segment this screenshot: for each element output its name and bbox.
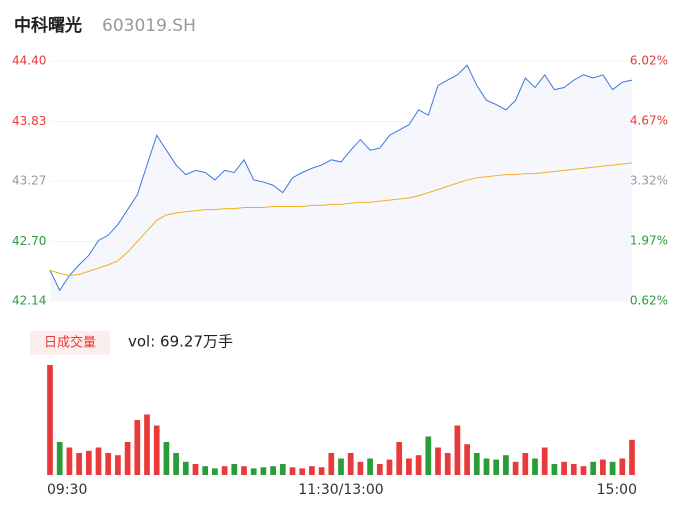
volume-bar: [464, 444, 470, 475]
volume-bar: [425, 436, 432, 475]
volume-bar: [600, 459, 606, 475]
y-tick-label: 42.14: [12, 294, 46, 308]
x-tick-label: 09:30: [47, 482, 87, 498]
volume-bar: [85, 450, 92, 475]
volume-bar: [144, 414, 150, 475]
volume-bar: [357, 461, 364, 475]
y-tick-label: 44.40: [12, 54, 46, 68]
volume-bar: [250, 468, 257, 475]
y2-tick-label: 3.32%: [630, 174, 668, 188]
volume-bar: [124, 442, 131, 475]
volume-bar: [163, 442, 170, 475]
volume-bar: [105, 453, 112, 475]
volume-bar: [541, 447, 548, 475]
y-tick-label: 42.70: [12, 234, 46, 248]
volume-bar: [212, 468, 218, 475]
volume-bar: [367, 458, 373, 475]
volume-text: vol: 69.27万手: [128, 333, 233, 351]
volume-bar: [503, 455, 509, 475]
y2-tick-label: 6.02%: [630, 54, 668, 68]
volume-bar: [561, 461, 567, 475]
volume-bar: [512, 461, 519, 475]
volume-bar: [173, 453, 179, 475]
volume-bar: [318, 467, 325, 475]
volume-bar: [241, 466, 247, 475]
volume-bar: [231, 464, 238, 475]
volume-bar: [532, 458, 538, 475]
volume-bar: [56, 442, 63, 475]
volume-label: 日成交量: [44, 335, 96, 351]
volume-bar: [619, 458, 626, 475]
volume-bar: [609, 461, 616, 475]
volume-bar: [328, 453, 335, 475]
volume-bar: [134, 420, 141, 475]
y-tick-label: 43.27: [12, 174, 46, 188]
volume-bar: [66, 447, 73, 475]
volume-bar: [115, 455, 121, 475]
y2-tick-label: 4.67%: [630, 114, 668, 128]
volume-bar: [202, 466, 209, 475]
price-area: [50, 65, 632, 301]
volume-bar: [338, 458, 344, 475]
volume-bar: [580, 466, 587, 475]
volume-bar: [279, 464, 286, 475]
volume-bar: [629, 439, 635, 475]
volume-bar: [376, 464, 383, 475]
volume-bar: [473, 453, 480, 475]
stock-name: 中科曙光: [14, 15, 82, 36]
volume-bar: [192, 464, 199, 475]
y2-tick-label: 1.97%: [630, 234, 668, 248]
line-price: [49, 64, 633, 292]
volume-bar: [289, 467, 296, 475]
volume-bar: [153, 425, 160, 475]
volume-bar: [396, 442, 403, 475]
volume-tag: [30, 331, 110, 355]
volume-bar: [270, 466, 276, 475]
volume-bar: [444, 453, 451, 475]
volume-bar: [309, 466, 315, 475]
y-tick-label: 43.83: [12, 114, 46, 128]
volume-bar: [182, 461, 189, 475]
volume-bar: [406, 458, 412, 475]
x-tick-label: 11:30/13:00: [298, 482, 383, 498]
volume-bar: [570, 464, 577, 475]
volume-bar: [522, 453, 529, 475]
volume-bar: [76, 453, 82, 475]
line-average: [49, 162, 633, 277]
volume-bar: [221, 466, 228, 475]
x-tick-label: 15:00: [597, 482, 637, 498]
volume-bar: [347, 453, 354, 475]
volume-bar: [483, 458, 490, 475]
volume-bar: [415, 455, 422, 475]
volume-bar: [590, 461, 597, 475]
volume-bar: [47, 365, 53, 475]
volume-bar: [435, 447, 441, 475]
volume-bar: [386, 459, 393, 475]
volume-bar: [493, 459, 500, 475]
stock-code: 603019.SH: [102, 16, 196, 36]
volume-bar: [454, 425, 461, 475]
y2-tick-label: 0.62%: [630, 294, 668, 308]
volume-bar: [95, 447, 102, 475]
volume-bar: [260, 467, 267, 475]
volume-bar: [299, 468, 306, 475]
volume-bar: [551, 464, 558, 475]
